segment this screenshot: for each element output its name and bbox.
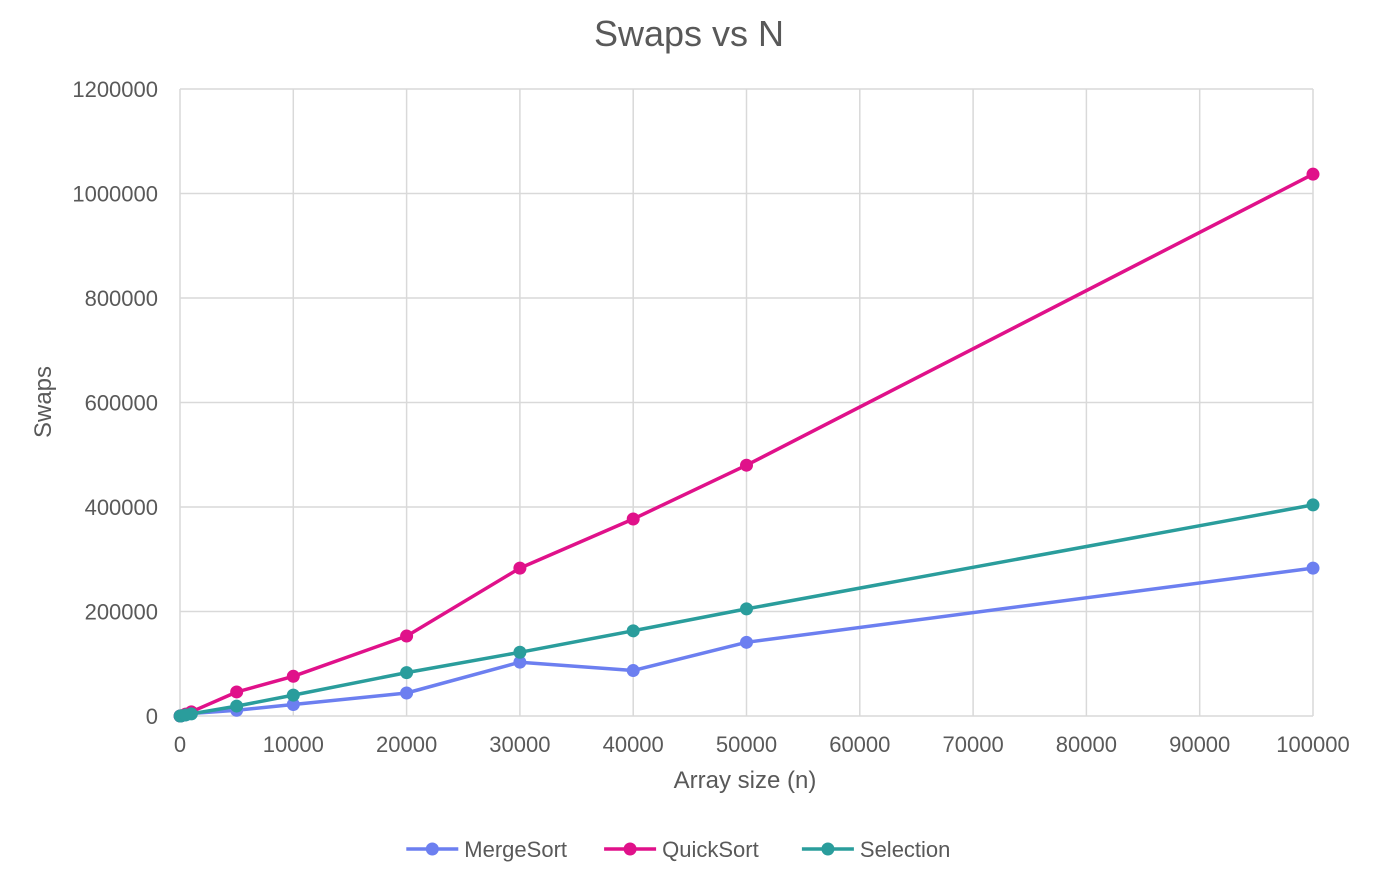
x-tick-label: 100000 xyxy=(1276,732,1349,757)
data-point xyxy=(230,699,244,713)
data-point xyxy=(1306,167,1320,181)
data-point xyxy=(1306,498,1320,512)
y-tick-labels: 0 200000 400000 600000 800000 1000000 1200000 xyxy=(72,77,158,729)
data-point xyxy=(626,624,640,638)
x-tick-label: 60000 xyxy=(829,732,890,757)
data-point xyxy=(400,686,414,700)
data-point xyxy=(626,512,640,526)
data-point xyxy=(1306,561,1320,575)
data-point xyxy=(740,602,753,616)
series-selection xyxy=(173,498,1320,723)
data-point xyxy=(230,685,244,699)
data-point xyxy=(740,635,753,649)
legend-label: MergeSort xyxy=(464,837,567,862)
y-tick-label: 1000000 xyxy=(72,182,158,207)
x-axis-title: Array size (n) xyxy=(674,767,817,794)
x-tick-label: 40000 xyxy=(603,732,664,757)
data-point xyxy=(513,561,527,575)
legend-marker xyxy=(821,842,835,856)
x-tick-label: 50000 xyxy=(716,732,777,757)
grid xyxy=(179,88,1314,717)
y-tick-label: 400000 xyxy=(85,495,158,520)
data-point xyxy=(740,458,753,472)
legend-label: QuickSort xyxy=(662,837,759,862)
x-tick-label: 80000 xyxy=(1056,732,1117,757)
data-point xyxy=(286,669,300,683)
data-point xyxy=(184,707,198,721)
data-point xyxy=(626,664,640,678)
data-point xyxy=(513,655,527,669)
x-tick-label: 20000 xyxy=(376,732,437,757)
y-tick-label: 0 xyxy=(146,704,158,729)
x-tick-labels: 0 10000 20000 30000 40000 50000 60000 70000 8000… xyxy=(174,732,1350,757)
x-tick-label: 70000 xyxy=(943,732,1004,757)
chart-title: Swaps vs N xyxy=(594,13,784,54)
data-point xyxy=(400,629,414,643)
x-tick-label: 90000 xyxy=(1169,732,1230,757)
x-tick-label: 30000 xyxy=(489,732,550,757)
x-tick-label: 0 xyxy=(174,732,186,757)
legend-entry-mergesort[interactable]: MergeSort xyxy=(406,837,567,862)
legend-marker xyxy=(425,842,439,856)
y-axis-title: Swaps xyxy=(30,366,57,438)
data-point xyxy=(400,666,414,680)
x-tick-label: 10000 xyxy=(263,732,324,757)
data-point xyxy=(286,688,300,702)
legend-label: Selection xyxy=(860,837,951,862)
legend-marker xyxy=(623,842,637,856)
series-layer xyxy=(173,167,1320,723)
legend-entry-selection[interactable]: Selection xyxy=(801,837,951,862)
y-tick-label: 200000 xyxy=(85,600,158,625)
data-point xyxy=(513,645,527,659)
data-point xyxy=(286,698,300,712)
legend-entry-quicksort[interactable]: QuickSort xyxy=(604,837,759,862)
y-tick-label: 1200000 xyxy=(72,77,158,102)
y-tick-label: 600000 xyxy=(85,391,158,416)
y-tick-label: 800000 xyxy=(85,286,158,311)
legend: MergeSort QuickSort Selection xyxy=(406,837,950,862)
